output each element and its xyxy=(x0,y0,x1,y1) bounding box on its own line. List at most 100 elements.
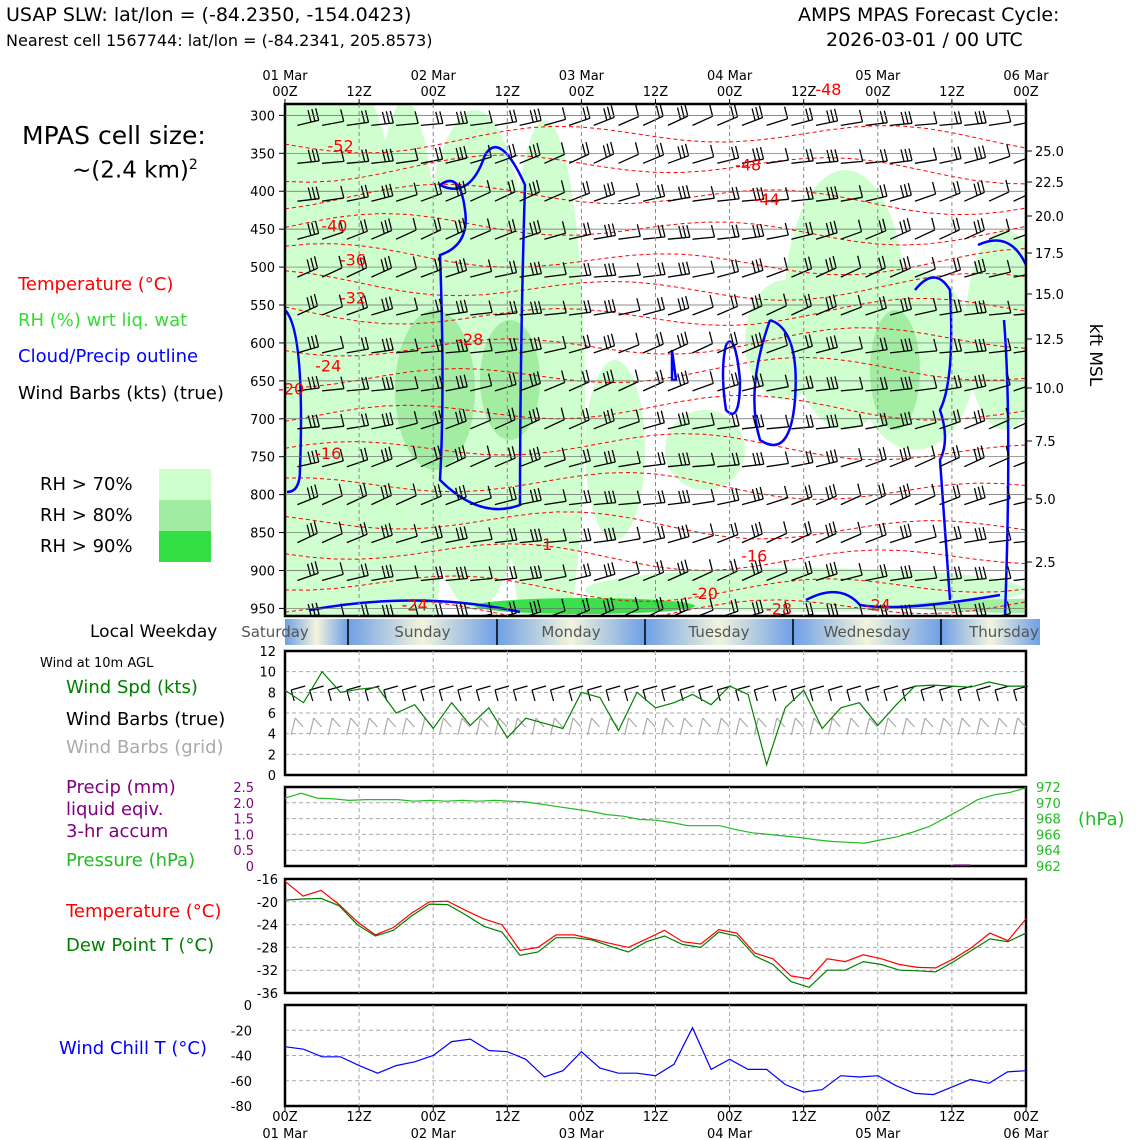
wind-barb xyxy=(826,603,839,616)
wind-barb xyxy=(988,144,1011,164)
wind-barb xyxy=(494,486,517,506)
cloud-outline xyxy=(309,599,521,614)
wind-barb xyxy=(815,414,839,430)
wind-barb xyxy=(717,413,740,430)
wind-barb xyxy=(890,376,913,392)
wind-barb xyxy=(346,295,369,316)
wind-barb xyxy=(939,525,962,544)
wind-barb xyxy=(544,300,567,316)
wind-barb xyxy=(321,562,344,582)
precip-tick-label: 2.5 xyxy=(233,781,254,796)
wind-barb xyxy=(692,489,715,506)
wind-barb xyxy=(717,259,740,278)
weekday-cell xyxy=(497,619,645,645)
grid-wind-barb xyxy=(901,717,915,736)
wind-barb xyxy=(494,565,518,582)
wind-barb xyxy=(840,149,864,164)
wind-barb xyxy=(939,257,962,278)
wind-barb xyxy=(470,373,493,392)
wind-barb xyxy=(865,218,887,240)
grid-wind-barb xyxy=(624,717,638,736)
wind-barb xyxy=(766,414,790,430)
wind-barb xyxy=(964,110,987,127)
kft-tick-label: 17.5 xyxy=(1035,247,1064,262)
temperature-label: -28 xyxy=(457,330,483,349)
grid-wind-barb xyxy=(846,717,860,736)
wind-barb xyxy=(420,409,443,430)
wind-barb xyxy=(445,145,468,164)
pressure-tick-label: 500 xyxy=(250,261,275,276)
grid-wind-barb xyxy=(883,717,897,736)
wind-barb xyxy=(420,111,444,127)
wind-barb xyxy=(297,521,318,544)
wind-barb xyxy=(865,483,887,506)
wind-barb xyxy=(1013,540,1026,544)
wind-barb xyxy=(455,603,468,616)
wind-barb xyxy=(889,297,913,316)
wind-barb xyxy=(618,224,641,240)
grid-wind-barb xyxy=(790,717,804,736)
wind-barb xyxy=(791,148,814,164)
top-date-label: 02 Mar xyxy=(411,69,457,84)
legend-temperature: Temperature (°C) xyxy=(18,274,174,295)
top-time-label: 12Z xyxy=(791,85,817,100)
bottom-time-label: 12Z xyxy=(495,1110,521,1125)
pressure-tick-label: 900 xyxy=(250,564,275,579)
temperature-contour xyxy=(285,471,1026,501)
wind-barb xyxy=(717,331,738,354)
wind-barb xyxy=(717,559,738,582)
kft-tick-label: 2.5 xyxy=(1035,556,1056,571)
grid-wind-barb xyxy=(994,717,1008,736)
panel-frame xyxy=(283,785,1028,868)
wind-barb xyxy=(371,446,393,468)
wind-barb xyxy=(988,179,1010,202)
dewpoint-line xyxy=(284,897,1027,988)
wind-barb xyxy=(642,525,666,544)
wind-barb xyxy=(646,597,664,616)
wind-barb xyxy=(741,452,765,468)
windchill-label: Wind Chill T (°C) xyxy=(59,1038,207,1059)
wind-barb xyxy=(297,148,320,164)
wind-barb xyxy=(865,337,888,354)
kft-tick-label: 12.5 xyxy=(1035,333,1064,348)
wind-barb xyxy=(568,528,592,544)
rh-region xyxy=(475,598,695,614)
true-wind-barb xyxy=(586,685,602,702)
wind-barb xyxy=(568,262,592,278)
wind-barb xyxy=(939,409,961,430)
time-height-panel: -52 -40 -36 -32 -28 -24 -20 -16 -24 -1 -48 -48 -44 -1… xyxy=(250,69,1105,618)
swatch-rh80 xyxy=(159,500,211,531)
wind-barb xyxy=(692,144,715,164)
wind-barb xyxy=(791,375,814,392)
top-date-label: 05 Mar xyxy=(855,69,901,84)
wind-barb xyxy=(939,338,963,354)
wind-barb xyxy=(642,142,665,164)
temperature-label: -1 xyxy=(536,535,552,554)
top-time-label: 00Z xyxy=(865,85,891,100)
wind-barb xyxy=(519,108,542,127)
wind-barb xyxy=(1013,194,1026,202)
wind-barb xyxy=(988,338,1012,354)
wind-barb xyxy=(840,219,863,240)
wind-barb xyxy=(371,296,394,316)
wind-barb xyxy=(1013,578,1026,582)
rh-region xyxy=(480,320,540,440)
wind-barb xyxy=(766,222,789,240)
true-wind-barb xyxy=(864,685,880,702)
bottom-date-label: 02 Mar xyxy=(411,1127,457,1140)
forecast-cycle: 2026-03-01 / 00 UTC xyxy=(826,29,1023,51)
wind-barb xyxy=(544,528,567,544)
wind-barb xyxy=(568,448,591,468)
wind-barb xyxy=(420,338,444,354)
wind-barb xyxy=(741,187,765,202)
wind-barb xyxy=(519,407,541,430)
bottom-time-label: 12Z xyxy=(791,1110,817,1125)
wind-barb xyxy=(494,372,517,392)
wind-barb xyxy=(741,223,765,240)
wind-barb xyxy=(692,186,715,202)
wind-barb xyxy=(964,145,987,164)
wind-barb xyxy=(815,149,839,164)
wind-barb xyxy=(964,408,986,430)
wind-barb xyxy=(642,104,664,126)
wind-barb xyxy=(766,333,788,354)
